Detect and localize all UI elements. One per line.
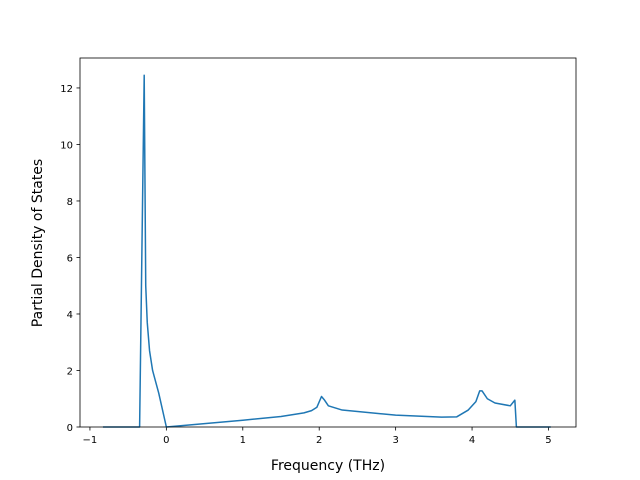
- line-series: [102, 74, 551, 428]
- y-tick-label: 10: [60, 140, 73, 151]
- x-axis-label: Frequency (THz): [271, 458, 385, 474]
- x-tick-label: 2: [316, 435, 322, 446]
- x-tick-label: −1: [83, 435, 98, 446]
- x-tick-label: 5: [545, 435, 551, 446]
- y-tick-label: 6: [67, 253, 73, 264]
- plot-frame: [79, 57, 577, 428]
- x-tick-label: 0: [163, 435, 169, 446]
- y-tick-label: 8: [67, 197, 73, 208]
- y-tick-label: 0: [67, 423, 73, 434]
- x-tick-label: 1: [240, 435, 246, 446]
- x-tick-label: 3: [392, 435, 398, 446]
- y-tick-label: 12: [60, 84, 73, 95]
- y-tick-label: 4: [67, 310, 73, 321]
- y-tick-label: 2: [67, 366, 73, 377]
- x-tick-label: 4: [469, 435, 475, 446]
- y-axis-label: Partial Density of States: [30, 159, 46, 327]
